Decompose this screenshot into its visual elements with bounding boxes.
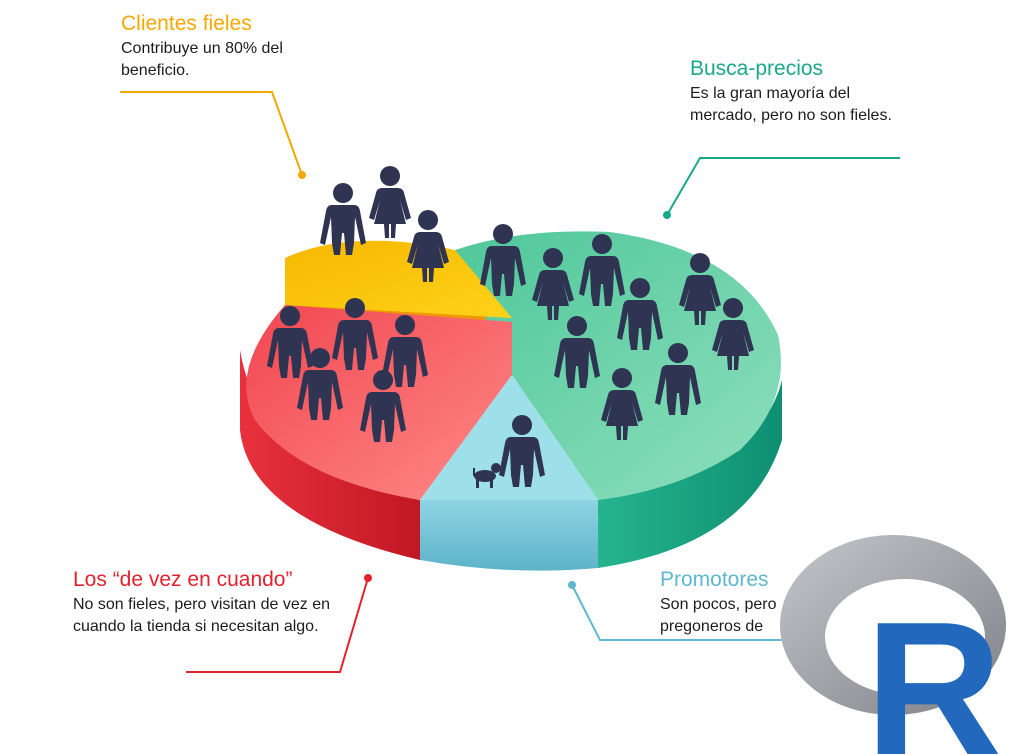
leader-dot-clientes <box>298 171 306 179</box>
leader-dot-busca <box>663 211 671 219</box>
leader-lines <box>120 91 900 673</box>
leader-vez <box>186 577 369 673</box>
label-description: Es la gran mayoría del mercado, pero no … <box>690 85 892 124</box>
label-title: Busca-precios <box>690 57 824 80</box>
leader-clientes <box>120 91 303 176</box>
leader-dot-vez <box>364 574 372 582</box>
leader-dot-prom <box>568 581 576 589</box>
dog-icon <box>473 463 501 488</box>
label-description: Contribuye un 80% del beneficio. <box>121 40 283 79</box>
label-clientes-fieles: Clientes fieles Contribuye un 80% del be… <box>121 12 321 82</box>
leader-prom <box>571 584 800 641</box>
label-de-vez-en-cuando: Los “de vez en cuando” No son fieles, pe… <box>73 568 343 638</box>
label-title: Clientes fieles <box>121 12 252 35</box>
logo-letter: R <box>865 583 1002 754</box>
R-logo: R <box>780 535 1006 754</box>
slice-red-side <box>240 350 420 560</box>
slice-blue-side <box>420 500 598 571</box>
people <box>267 166 754 488</box>
label-promotores: Promotores Son pocos, pero pregoneros de <box>660 568 820 638</box>
label-title: Promotores <box>660 568 769 591</box>
label-title: Los “de vez en cuando” <box>73 568 293 591</box>
logo-ring-hole <box>825 579 985 695</box>
label-description: No son fieles, pero visitan de vez en cu… <box>73 596 331 635</box>
leader-busca <box>666 157 900 216</box>
slice-yellow-top <box>285 240 512 318</box>
label-busca-precios: Busca-precios Es la gran mayoría del mer… <box>690 57 910 127</box>
label-description: Son pocos, pero pregoneros de <box>660 596 777 635</box>
